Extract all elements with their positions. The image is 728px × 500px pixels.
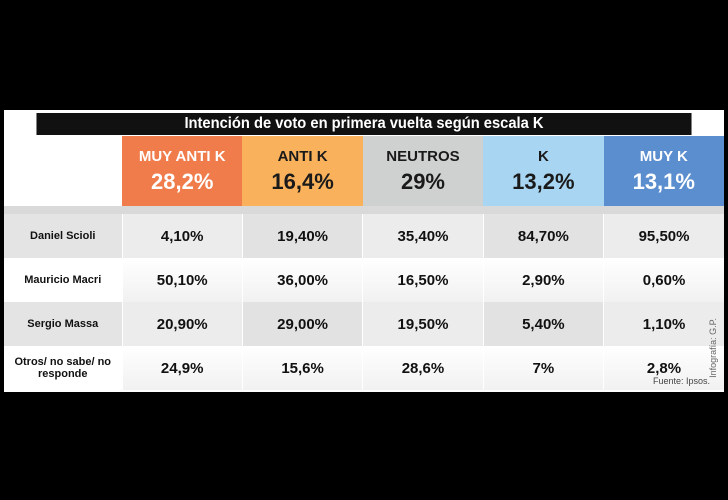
table-cell: 7% bbox=[482, 346, 604, 390]
infographic-table: Intención de voto en primera vuelta segú… bbox=[4, 110, 724, 392]
table-title: Intención de voto en primera vuelta segú… bbox=[36, 113, 692, 135]
table-cell: 19,40% bbox=[241, 214, 363, 258]
empty-header-cell bbox=[4, 136, 122, 206]
table-cell: 24,9% bbox=[121, 346, 243, 390]
vote-intention-table: MUY ANTI K 28,2% ANTI K 16,4% NEUTROS 29% K 13,… bbox=[4, 136, 724, 390]
table-cell: 29,00% bbox=[241, 302, 363, 346]
row-label: Daniel Scioli bbox=[4, 214, 122, 258]
table-cell: 0,60% bbox=[603, 258, 724, 302]
table-row: Daniel Scioli 4,10% 19,40% 35,40% 84,70% 95,5… bbox=[4, 214, 724, 258]
column-share: 28,2% bbox=[151, 168, 214, 194]
table-cell: 95,50% bbox=[603, 214, 724, 258]
table-cell: 35,40% bbox=[362, 214, 484, 258]
separator-row bbox=[4, 206, 724, 214]
row-label: Mauricio Macri bbox=[24, 274, 102, 286]
column-label: NEUTROS bbox=[386, 147, 460, 165]
table-cell: 4,10% bbox=[121, 214, 243, 258]
header-row: MUY ANTI K 28,2% ANTI K 16,4% NEUTROS 29% K 13,… bbox=[4, 136, 724, 206]
row-label: Sergio Massa bbox=[4, 302, 122, 346]
table-cell: 19,50% bbox=[362, 302, 484, 346]
table-cell: 50,10% bbox=[121, 258, 243, 302]
table-cell: 2,8% bbox=[603, 346, 724, 390]
column-share: 29% bbox=[400, 168, 445, 194]
table-cell: 2,90% bbox=[482, 258, 604, 302]
column-label: MUY K bbox=[639, 147, 688, 165]
column-share: 13,1% bbox=[632, 168, 695, 194]
source-text: Fuente: Ipsos. bbox=[652, 376, 710, 386]
column-header-3: NEUTROS 29% bbox=[362, 136, 484, 206]
table-cell: 36,00% bbox=[241, 258, 363, 302]
table-cell: 28,6% bbox=[362, 346, 484, 390]
table-row: Sergio Massa 20,90% 29,00% 19,50% 5,40% 1,10% bbox=[4, 302, 724, 346]
column-label: MUY ANTI K bbox=[138, 147, 226, 165]
column-header-1: MUY ANTI K 28,2% bbox=[122, 136, 243, 206]
table-cell: 16,50% bbox=[362, 258, 484, 302]
column-header-2: ANTI K 16,4% bbox=[242, 136, 363, 206]
column-share: 13,2% bbox=[512, 168, 575, 194]
table-row: Mauricio Macri 50,10% 36,00% 16,50% 2,90% 0,6… bbox=[4, 258, 724, 302]
credit-text: Infografía: G.P. bbox=[708, 318, 718, 378]
table-cell: 5,40% bbox=[482, 302, 604, 346]
column-label: ANTI K bbox=[277, 147, 328, 165]
table-row: Otros/ no sabe/ no responde 24,9% 15,6% 28,… bbox=[4, 346, 724, 390]
table-cell: 84,70% bbox=[482, 214, 604, 258]
column-header-4: K 13,2% bbox=[483, 136, 604, 206]
column-label: K bbox=[537, 147, 549, 165]
table-cell: 20,90% bbox=[121, 302, 243, 346]
column-share: 16,4% bbox=[271, 168, 334, 194]
column-header-5: MUY K 13,1% bbox=[603, 136, 724, 206]
table-cell: 1,10% bbox=[603, 302, 724, 346]
table-cell: 15,6% bbox=[241, 346, 363, 390]
row-label: Otros/ no sabe/ no responde bbox=[14, 356, 112, 380]
